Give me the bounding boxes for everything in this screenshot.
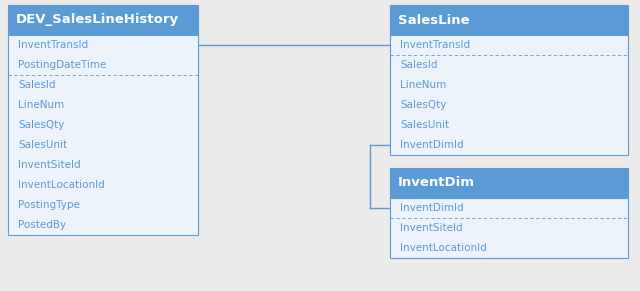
Text: LineNum: LineNum	[18, 100, 64, 110]
Text: InventTransId: InventTransId	[400, 40, 470, 50]
Text: PostingDateTime: PostingDateTime	[18, 60, 106, 70]
Text: InventDimId: InventDimId	[400, 203, 463, 213]
Text: SalesLine: SalesLine	[398, 13, 470, 26]
Text: SalesQty: SalesQty	[18, 120, 65, 130]
Text: InventTransId: InventTransId	[18, 40, 88, 50]
Bar	[8, 35, 198, 235]
Text: LineNum: LineNum	[400, 80, 446, 90]
Text: SalesUnit: SalesUnit	[18, 140, 67, 150]
Text: SalesId: SalesId	[18, 80, 56, 90]
Bar	[390, 198, 628, 258]
Text: PostedBy: PostedBy	[18, 220, 66, 230]
Bar	[390, 168, 628, 198]
Text: SalesId: SalesId	[400, 60, 438, 70]
Text: PostingType: PostingType	[18, 200, 80, 210]
Bar	[390, 5, 628, 35]
Bar	[390, 35, 628, 155]
Text: InventLocationId: InventLocationId	[18, 180, 105, 190]
Text: InventSiteId: InventSiteId	[18, 160, 81, 170]
Text: InventDim: InventDim	[398, 177, 475, 189]
Text: SalesQty: SalesQty	[400, 100, 446, 110]
Text: InventLocationId: InventLocationId	[400, 243, 487, 253]
Text: InventDimId: InventDimId	[400, 140, 463, 150]
Text: InventSiteId: InventSiteId	[400, 223, 463, 233]
Text: DEV_SalesLineHistory: DEV_SalesLineHistory	[16, 13, 179, 26]
Text: SalesUnit: SalesUnit	[400, 120, 449, 130]
Bar	[8, 5, 198, 35]
